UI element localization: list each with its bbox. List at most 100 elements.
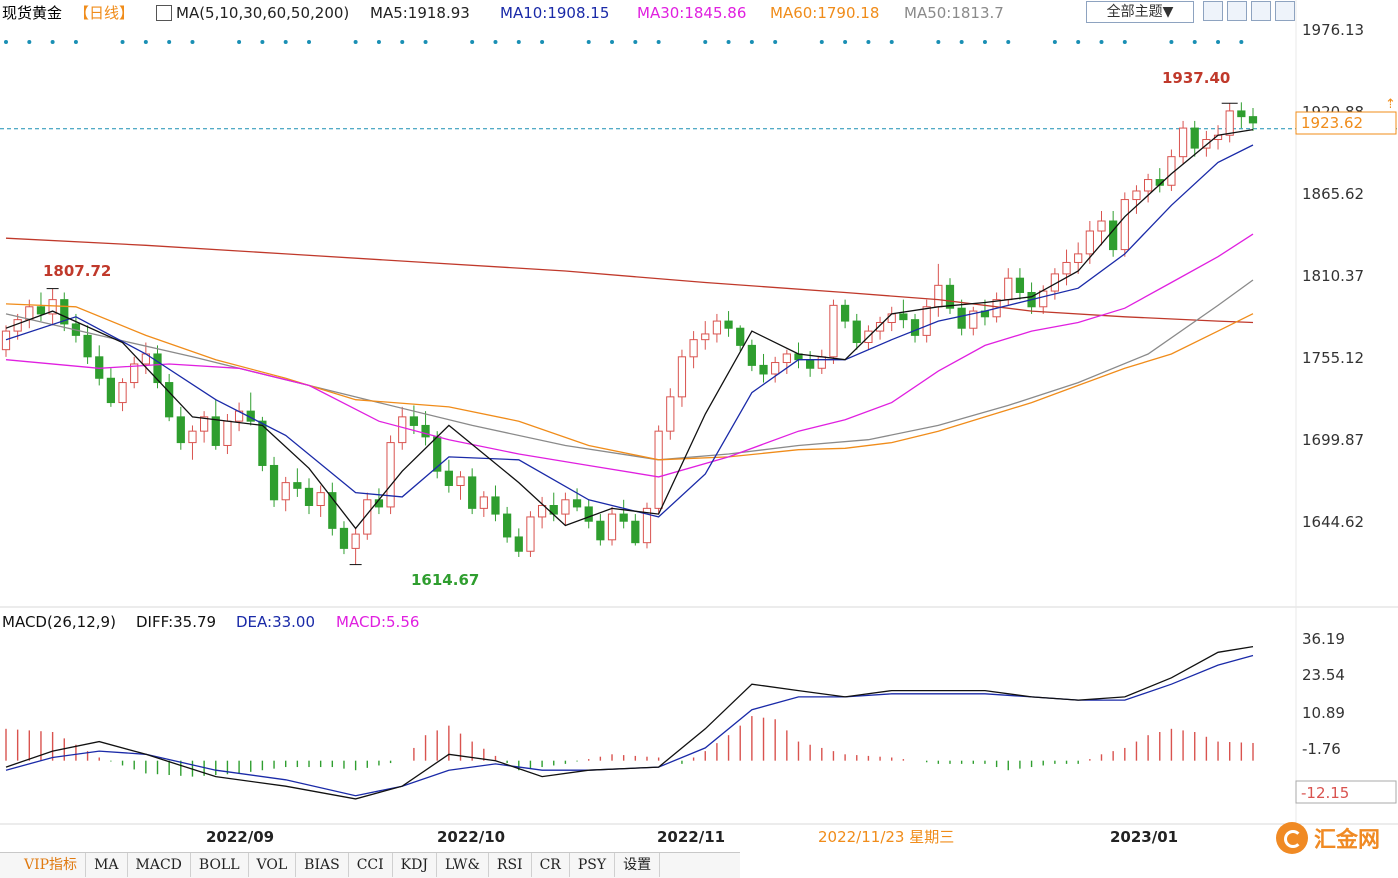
y-tick-label: 1810.37: [1302, 267, 1364, 285]
low-annotation: 1614.67: [411, 571, 479, 589]
candle-body: [1237, 110, 1246, 118]
signal-dot: [1122, 40, 1127, 44]
signal-dot: [982, 40, 987, 44]
candle-body: [596, 520, 605, 541]
candle-body: [642, 507, 652, 544]
diff-line: [5, 645, 1254, 800]
signal-dot: [1192, 40, 1197, 44]
period-label[interactable]: 【日线】: [74, 4, 135, 22]
candle-body: [433, 436, 442, 472]
candle-body: [922, 306, 931, 336]
macd-current-box: [1295, 780, 1397, 804]
current-price-label: 1923.62: [1301, 114, 1363, 132]
candle-body: [106, 377, 116, 404]
candle-body: [1132, 190, 1141, 201]
signal-dot: [50, 40, 55, 44]
candle-body: [468, 476, 477, 509]
tool-lw[interactable]: LW&: [437, 853, 489, 877]
macd-dea: DEA:33.00: [236, 613, 315, 631]
tool-ma[interactable]: MA: [86, 853, 128, 877]
hover-date-label: 2022/11/23 星期三: [818, 828, 954, 846]
candle-body: [421, 424, 430, 438]
ma200-line: [5, 237, 1254, 324]
zoom-icon[interactable]: [1227, 1, 1247, 21]
candle-body: [829, 304, 838, 358]
tool-kdj[interactable]: KDJ: [393, 853, 437, 877]
signal-dot: [866, 40, 871, 44]
signal-dot: [27, 40, 32, 44]
current-price-box: [1295, 111, 1397, 135]
candle-body: [1062, 261, 1071, 275]
y-tick-label: 1644.62: [1302, 513, 1364, 531]
theme-dropdown-button[interactable]: 全部主题▼: [1086, 1, 1194, 23]
candle-body: [491, 496, 500, 515]
tool-psy[interactable]: PSY: [570, 853, 616, 877]
signal-dot: [376, 40, 381, 44]
candle-body: [910, 319, 920, 336]
logo-text: 汇金网: [1314, 828, 1381, 853]
candle-body: [572, 499, 582, 508]
candle-body: [269, 464, 279, 501]
signal-dot: [936, 40, 941, 44]
signal-dot: [959, 40, 964, 44]
candle-body: [607, 513, 617, 541]
signal-dot: [1076, 40, 1081, 44]
candle-body: [1120, 199, 1129, 251]
candle-body: [1143, 179, 1153, 192]
candle-body: [701, 333, 710, 341]
tool-macd[interactable]: MACD: [128, 853, 191, 877]
candle-body: [945, 284, 955, 309]
signal-dot: [1099, 40, 1104, 44]
forward-icon[interactable]: [1275, 1, 1295, 21]
brand-logo: 汇金网: [1276, 822, 1380, 854]
signal-dot: [470, 40, 475, 44]
grid-layer: [0, 0, 1398, 852]
signal-dot: [889, 40, 894, 44]
candle-body: [281, 482, 290, 501]
candle-body: [456, 476, 465, 486]
signal-dot: [353, 40, 358, 44]
candle-body: [223, 420, 232, 446]
tool-cr[interactable]: CR: [532, 853, 570, 877]
macd-tick-label: 23.54: [1302, 666, 1345, 684]
candle-body: [1190, 127, 1199, 149]
y-tick-label: 1976.13: [1302, 21, 1364, 39]
tool-bias[interactable]: BIAS: [296, 853, 349, 877]
signal-dot: [4, 40, 8, 44]
x-tick-label: 2022/11: [657, 828, 725, 846]
signal-dot: [586, 40, 591, 44]
candle-body: [328, 492, 337, 529]
macd-tick-label: 36.19: [1302, 630, 1345, 648]
candle-body: [759, 364, 768, 375]
play-icon[interactable]: [1251, 1, 1271, 21]
ma60-line: [5, 303, 1254, 461]
tool-vip[interactable]: VIP指标: [0, 853, 87, 877]
tool-cci[interactable]: CCI: [349, 853, 393, 877]
candle-body: [293, 482, 302, 489]
candle-body: [840, 304, 850, 322]
candle-body: [631, 520, 640, 544]
candle-body: [514, 536, 523, 552]
indicator-toolbar: VIP指标 MA MACD BOLL VOL BIAS CCI KDJ LW& …: [0, 852, 740, 878]
arrow-up-icon: ⇡: [1385, 97, 1396, 112]
candle-body: [724, 320, 733, 329]
candle-body: [537, 505, 547, 518]
tool-boll[interactable]: BOLL: [191, 853, 249, 877]
signal-dot: [610, 40, 615, 44]
tool-settings[interactable]: 设置: [615, 853, 661, 877]
candle-body: [165, 382, 174, 418]
candle-body: [444, 470, 453, 486]
signal-dot: [120, 40, 125, 44]
candle-body: [852, 320, 861, 344]
candle-body: [409, 416, 419, 426]
signal-dot: [516, 40, 521, 44]
ma30-value: MA30:1845.86: [637, 4, 747, 22]
macd-layer: [5, 645, 1254, 800]
crosshair-icon[interactable]: [1203, 1, 1223, 21]
candle-body: [957, 307, 966, 329]
tool-vol[interactable]: VOL: [249, 853, 297, 877]
signal-dot: [540, 40, 545, 44]
tool-rsi[interactable]: RSI: [489, 853, 532, 877]
signal-dot: [283, 40, 288, 44]
